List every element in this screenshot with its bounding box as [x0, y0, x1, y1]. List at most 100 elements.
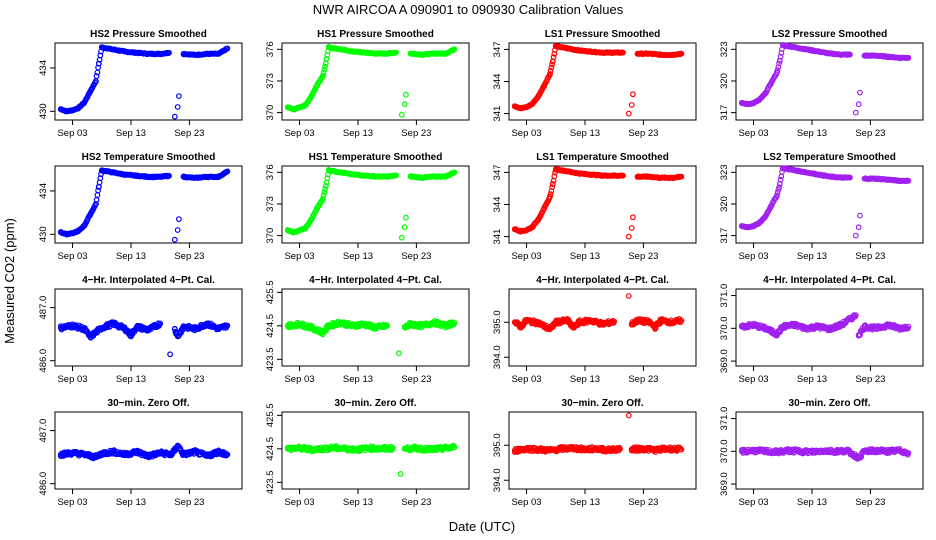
data-point [224, 45, 231, 52]
data-point [175, 216, 182, 223]
y-tick-label: 344 [492, 74, 503, 90]
data-point [549, 181, 556, 188]
data-point [69, 230, 76, 237]
data-point [634, 317, 641, 324]
data-point [75, 228, 82, 235]
data-point [678, 50, 685, 57]
data-point [658, 317, 664, 324]
data-point [548, 64, 555, 71]
data-point [646, 319, 653, 326]
data-point [768, 80, 774, 86]
y-tick-label: 369.0 [719, 472, 730, 496]
x-tick-label: Sep 03 [284, 497, 314, 508]
y-tick-label: 323 [719, 41, 730, 57]
data-point [776, 184, 782, 191]
data-point [605, 447, 612, 454]
data-point [564, 317, 571, 324]
panel-15: 30−min. Zero Off. Sep 03 Sep 13 Sep 23 394.0… [492, 398, 697, 508]
data-point [302, 225, 309, 232]
data-point [284, 445, 291, 452]
x-tick-label: Sep 13 [116, 497, 146, 508]
data-point [396, 350, 402, 357]
data-point [646, 50, 653, 57]
data-point [171, 113, 178, 120]
data-point [885, 448, 891, 455]
plot-frame [281, 411, 470, 490]
panel-title: LS1 Temperature Smoothed [536, 152, 669, 163]
data-point [750, 223, 757, 230]
x-tick-label: Sep 23 [401, 251, 431, 262]
data-point [905, 450, 912, 456]
x-tick-label: Sep 23 [855, 128, 885, 139]
figure-title: NWR AIRCOA A 090901 to 090930 Calibratio… [313, 2, 624, 17]
panel-title: LS1 Pressure Smoothed [545, 29, 661, 40]
data-point [838, 322, 845, 328]
data-point [203, 50, 210, 57]
data-point [750, 447, 757, 454]
data-point [861, 175, 868, 182]
data-point [157, 320, 164, 327]
data-point [98, 450, 105, 457]
data-point [885, 176, 891, 183]
x-tick-label: Sep 13 [797, 374, 827, 385]
data-point [847, 174, 853, 181]
x-tick-label: Sep 13 [343, 251, 373, 262]
x-tick-label: Sep 23 [401, 128, 431, 139]
y-tick-label: 323 [719, 164, 730, 180]
data-point [873, 447, 880, 454]
y-tick-label: 344 [492, 197, 503, 213]
data-point [69, 450, 76, 456]
data-point [397, 471, 404, 477]
data-point [628, 225, 635, 231]
y-tick-label: 371.0 [719, 407, 730, 431]
data-point [896, 54, 903, 61]
panel-title: LS2 Pressure Smoothed [772, 29, 888, 40]
x-tick-label: Sep 23 [628, 374, 658, 385]
data-point [81, 325, 88, 332]
plot-frame [54, 411, 243, 490]
data-point [419, 174, 426, 181]
plot-frame [281, 165, 470, 244]
data-point [87, 333, 93, 340]
x-tick-label: Sep 03 [57, 374, 87, 385]
data-point [855, 455, 862, 461]
data-point [762, 90, 769, 97]
data-point [628, 446, 635, 453]
x-tick-label: Sep 03 [57, 128, 87, 139]
data-point [611, 49, 618, 56]
data-point [617, 445, 623, 452]
data-point [157, 450, 164, 456]
data-point [646, 173, 653, 180]
data-point [436, 445, 443, 452]
data-point [535, 216, 542, 223]
data-point [122, 171, 128, 178]
data-point [407, 50, 414, 57]
x-tick-label: Sep 23 [628, 128, 658, 139]
data-point [110, 46, 117, 53]
data-point [774, 449, 780, 455]
data-point [857, 89, 863, 96]
data-point [320, 69, 327, 76]
data-point [625, 412, 632, 419]
x-tick-label: Sep 03 [284, 251, 314, 262]
data-point [529, 101, 536, 107]
data-point [322, 186, 329, 192]
data-point [896, 447, 903, 454]
data-point [145, 50, 152, 57]
panel-2: HS1 Pressure Smoothed Sep 03 Sep 13 Sep 23 3… [265, 29, 470, 139]
data-point [852, 232, 859, 239]
data-point [776, 180, 783, 187]
data-point [774, 331, 780, 338]
data-point [431, 50, 437, 57]
data-point [92, 454, 99, 461]
data-point [81, 99, 88, 106]
data-point [517, 323, 524, 330]
data-point [296, 445, 303, 452]
panel-5: HS2 Temperature Smoothed Sep 03 Sep 13 Sep … [38, 152, 243, 262]
data-point [57, 451, 64, 458]
data-point [774, 189, 781, 196]
panel-title: HS1 Pressure Smoothed [317, 29, 434, 40]
panel-title: 4−Hr. Interpolated 4−Pt. Cal. [82, 275, 215, 286]
data-point [337, 169, 344, 176]
